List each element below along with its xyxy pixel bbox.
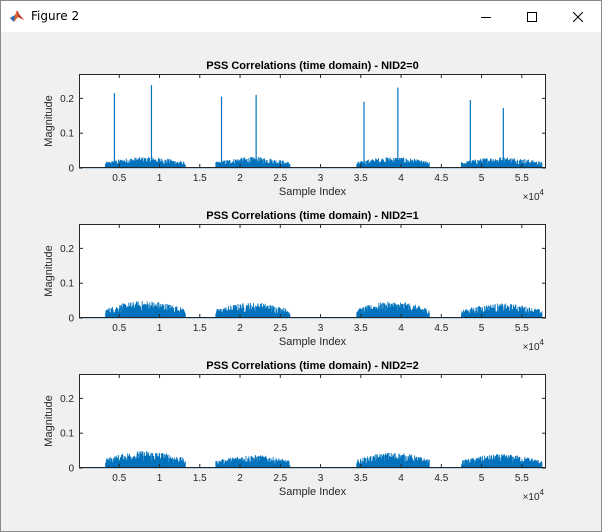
plot-axes-3: 0.5 1 1.5 2 2.5 3 3.5 4 4.5 5 5.5 0 0.1 0.2 PSS Correl…: [43, 360, 546, 503]
series-segment: [105, 450, 186, 468]
x-tick-label: 5.5: [515, 323, 529, 334]
x-tick-label: 3.5: [354, 173, 368, 184]
chart-title: PSS Correlations (time domain) - NID2=0: [206, 60, 418, 72]
x-tick-label: 5.5: [515, 173, 529, 184]
x-tick-label: 4: [398, 473, 404, 484]
x-tick-label: 4.5: [434, 473, 448, 484]
x-tick-label: 2: [237, 173, 243, 184]
x-tick-label: 2: [237, 473, 243, 484]
series-segment: [356, 157, 430, 168]
x-tick-label: 1.5: [193, 173, 207, 184]
series-segment: [105, 300, 186, 318]
y-tick-label: 0.1: [60, 129, 74, 140]
x-exponent-label: ×104: [523, 488, 545, 503]
x-tick-label: 3.5: [354, 473, 368, 484]
close-button[interactable]: [555, 1, 601, 32]
y-axis-label: Magnitude: [43, 245, 55, 296]
x-tick-label: 2.5: [273, 323, 287, 334]
x-tick-label: 0.5: [112, 323, 126, 334]
y-tick-label: 0.2: [60, 394, 74, 405]
minimize-button[interactable]: [463, 1, 509, 32]
y-tick-label: 0.1: [60, 279, 74, 290]
maximize-button[interactable]: [509, 1, 555, 32]
x-exponent-label: ×104: [523, 188, 545, 203]
x-axis-label: Sample Index: [279, 486, 347, 498]
axes-frame: [79, 224, 546, 318]
x-tick-label: 1: [157, 323, 163, 334]
x-tick-label: 1.5: [193, 323, 207, 334]
x-tick-label: 3: [318, 323, 324, 334]
maximize-icon: [527, 11, 537, 22]
x-tick-label: 5: [479, 173, 485, 184]
series-segment: [215, 454, 291, 468]
y-axis-label: Magnitude: [43, 95, 55, 146]
series-segment: [461, 454, 543, 468]
minimize-icon: [481, 12, 491, 22]
window-title: Figure 2: [31, 9, 80, 23]
x-tick-label: 0.5: [112, 173, 126, 184]
axes-background: [79, 374, 546, 468]
axes-frame: [79, 74, 546, 168]
y-tick-label: 0.2: [60, 94, 74, 105]
close-icon: [573, 11, 583, 22]
title-bar[interactable]: Figure 2: [1, 1, 601, 32]
x-tick-label: 1: [157, 173, 163, 184]
x-axis-label: Sample Index: [279, 186, 347, 198]
x-tick-label: 5: [479, 473, 485, 484]
x-axis-label: Sample Index: [279, 336, 347, 348]
x-tick-label: 4.5: [434, 323, 448, 334]
series-segment: [215, 302, 291, 318]
axes-background: [79, 74, 546, 168]
x-tick-label: 4: [398, 173, 404, 184]
axes-background: [79, 224, 546, 318]
x-tick-label: 1: [157, 473, 163, 484]
x-tick-label: 1.5: [193, 473, 207, 484]
plot-axes-1: 0.5 1 1.5 2 2.5 3 3.5 4 4.5 5 5.5 0 0.1 0.2 PSS Correl…: [43, 60, 546, 203]
chart-title: PSS Correlations (time domain) - NID2=2: [206, 360, 418, 372]
x-tick-label: 2: [237, 323, 243, 334]
x-tick-label: 5.5: [515, 473, 529, 484]
y-tick-label: 0: [68, 464, 74, 475]
y-tick-label: 0: [68, 314, 74, 325]
x-exponent-label: ×104: [523, 338, 545, 353]
x-tick-label: 3.5: [354, 323, 368, 334]
y-tick-label: 0.2: [60, 244, 74, 255]
x-tick-label: 0.5: [112, 473, 126, 484]
x-tick-label: 3: [318, 173, 324, 184]
x-tick-label: 3: [318, 473, 324, 484]
x-tick-label: 2.5: [273, 473, 287, 484]
series-segment: [461, 303, 543, 318]
x-tick-label: 5: [479, 323, 485, 334]
chart-title: PSS Correlations (time domain) - NID2=1: [206, 210, 418, 222]
x-tick-label: 4: [398, 323, 404, 334]
axes-frame: [79, 374, 546, 468]
series-segment: [356, 452, 430, 468]
y-axis-label: Magnitude: [43, 395, 55, 446]
matlab-icon: [9, 8, 25, 24]
figure-plots: 0.5 1 1.5 2 2.5 3 3.5 4 4.5 5 5.5 0 0.1 0.2 PSS Correl…: [43, 60, 546, 503]
y-tick-label: 0: [68, 164, 74, 175]
x-tick-label: 4.5: [434, 173, 448, 184]
figure-canvas: 0.5 1 1.5 2 2.5 3 3.5 4 4.5 5 5.5 0 0.1 0.2 PSS Correl…: [1, 32, 601, 531]
y-tick-label: 0.1: [60, 429, 74, 440]
series-segment: [356, 301, 430, 318]
x-tick-label: 2.5: [273, 173, 287, 184]
plot-axes-2: 0.5 1 1.5 2 2.5 3 3.5 4 4.5 5 5.5 0 0.1 0.2 PSS Correl…: [43, 210, 546, 353]
